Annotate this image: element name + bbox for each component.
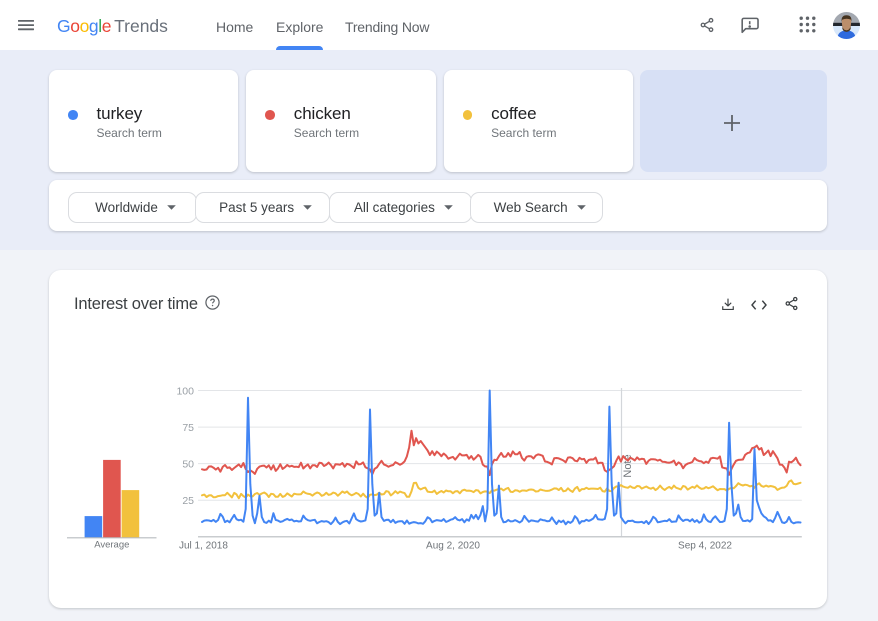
svg-text:100: 100: [176, 385, 194, 397]
svg-text:Note: Note: [622, 454, 634, 477]
svg-text:25: 25: [182, 495, 194, 507]
svg-text:Jul 1, 2018: Jul 1, 2018: [179, 541, 228, 552]
svg-text:50: 50: [182, 459, 194, 471]
svg-text:Sep 4, 2022: Sep 4, 2022: [678, 541, 732, 552]
svg-text:Average: Average: [94, 540, 129, 551]
svg-text:75: 75: [182, 422, 194, 434]
svg-text:Aug 2, 2020: Aug 2, 2020: [426, 541, 480, 552]
